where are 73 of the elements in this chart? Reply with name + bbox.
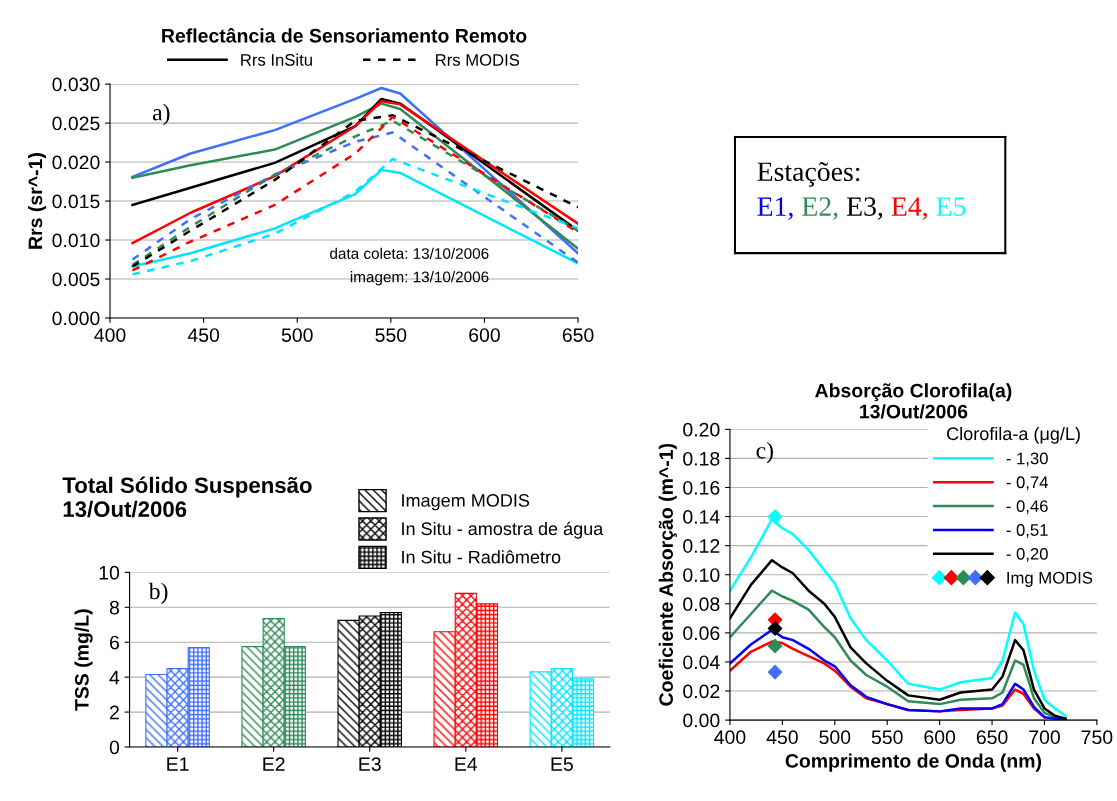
point <box>767 621 783 636</box>
point <box>767 664 783 680</box>
y-tick-label: 0.015 <box>52 194 100 209</box>
x-tick-label: 500 <box>819 730 851 745</box>
y-tick-label: 6 <box>110 635 119 650</box>
y-tick-label: 0.00 <box>683 713 720 728</box>
y-tick-label: 0.005 <box>52 272 100 287</box>
annotation: b) <box>148 582 168 605</box>
y-tick-label: 0.12 <box>683 539 720 553</box>
legend-label: Imagem MODIS <box>402 494 530 511</box>
y-tick-label: 0.20 <box>683 422 720 437</box>
legend-label: - 0,20 <box>1006 547 1048 562</box>
y-axis-title: TSS (mg/L) <box>74 609 93 711</box>
annotation: a) <box>152 103 170 126</box>
annotation: c) <box>756 441 773 464</box>
x-tick-label: 550 <box>375 328 407 342</box>
point <box>767 638 783 654</box>
legend-label: - 1,30 <box>1006 452 1048 467</box>
x-tick-label: 600 <box>924 730 956 745</box>
legend-label: - 0,74 <box>1006 476 1048 491</box>
x-tick-label: E5 <box>551 757 573 772</box>
x-tick-label: 600 <box>469 328 500 342</box>
y-tick-label: 0.025 <box>52 116 100 131</box>
text: E1, E2, E3, E4, E5 <box>757 197 966 220</box>
legend-label: - 0,51 <box>1006 524 1048 538</box>
x-tick-label: 550 <box>871 730 903 745</box>
legend-label: Img MODIS <box>1007 571 1093 587</box>
chart-title: Total Sólido Suspensão 13/Out/2006 <box>62 476 312 518</box>
y-tick-label: 0.010 <box>52 233 100 248</box>
y-tick-label: 4 <box>109 670 120 685</box>
legend-label: Rrs MODIS <box>436 54 520 66</box>
legend-label: In Situ - amostra de água <box>402 521 604 539</box>
y-tick-label: 0.06 <box>683 626 720 641</box>
x-tick-label: 400 <box>714 730 746 745</box>
x-tick-label: E3 <box>359 757 381 772</box>
y-tick-label: 0.16 <box>683 480 720 495</box>
annotation: data coleta: 13/10/2006 <box>330 247 489 259</box>
y-tick-label: 0.000 <box>52 311 100 326</box>
y-tick-label: 10 <box>99 565 120 580</box>
y-tick-label: 0.04 <box>683 655 720 670</box>
y-tick-label: 0.020 <box>52 155 100 170</box>
y-tick-label: 0.030 <box>52 77 100 92</box>
x-tick-label: 700 <box>1029 730 1060 745</box>
x-tick-label: 450 <box>187 328 220 342</box>
y-tick-label: 0.02 <box>683 684 720 699</box>
legend-label: In Situ - Radiômetro <box>402 550 561 564</box>
y-tick-label: 0.18 <box>683 451 720 466</box>
y-tick-label: 0 <box>109 740 120 755</box>
x-tick-label: 750 <box>1081 730 1113 745</box>
y-axis-title: Coeficiente Absorção (m^-1) <box>658 443 677 706</box>
text: Estações: <box>757 162 860 187</box>
y-tick-label: 8 <box>109 600 120 615</box>
y-tick-label: 2 <box>110 705 119 720</box>
y-tick-label: 0.08 <box>683 597 720 612</box>
legend-label: - 0,46 <box>1006 500 1048 515</box>
x-tick-label: 650 <box>562 328 594 342</box>
point <box>767 509 783 524</box>
x-tick-label: E4 <box>455 757 478 771</box>
legend-label: Rrs InSitu <box>241 53 312 66</box>
x-axis-title: Comprimento de Onda (nm) <box>785 753 1042 772</box>
x-tick-label: 650 <box>976 730 1008 745</box>
y-tick-label: 0.14 <box>683 510 720 524</box>
x-tick-label: E1 <box>167 757 189 771</box>
chart-title: Reflectância de Sensoriamento Remoto <box>162 27 527 43</box>
x-tick-label: 500 <box>281 328 313 342</box>
annotation: imagem: 13/10/2006 <box>350 271 489 286</box>
chart-title: Absorção Clorofila(a) 13/Out/2006 <box>815 383 1012 419</box>
y-tick-label: 0.10 <box>683 568 720 582</box>
x-tick-label: 400 <box>94 328 126 342</box>
legend-title: Clorofila-a (μg/L) <box>947 426 1080 444</box>
y-axis-title: Rrs (sr^-1) <box>27 153 47 249</box>
x-tick-label: 450 <box>766 730 798 745</box>
x-tick-label: E2 <box>263 757 285 771</box>
